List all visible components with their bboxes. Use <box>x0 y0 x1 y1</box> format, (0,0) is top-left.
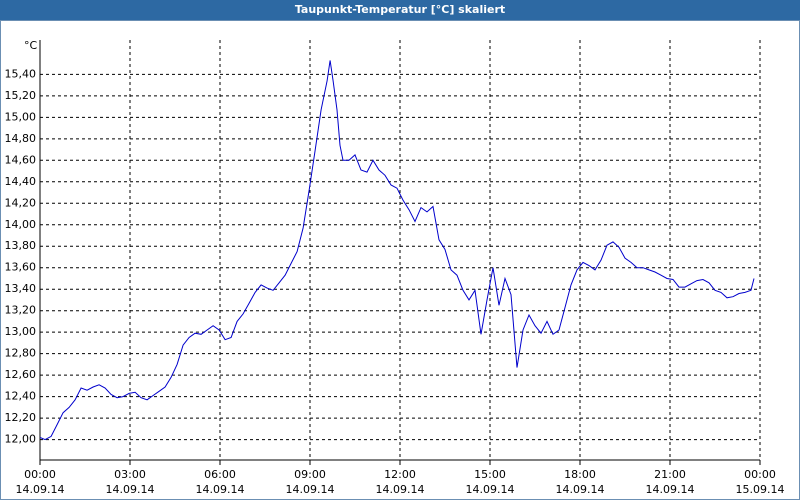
y-tick-label: 15,20 <box>5 89 37 102</box>
y-tick-label: 14,80 <box>5 132 37 145</box>
y-tick-label: 12,60 <box>5 368 37 381</box>
y-tick-label: 12,00 <box>5 433 37 446</box>
y-tick-label: 15,40 <box>5 67 37 80</box>
y-tick-label: 13,20 <box>5 304 37 317</box>
y-tick-label: 13,80 <box>5 239 37 252</box>
y-tick-label: 14,00 <box>5 218 37 231</box>
y-tick-label: 14,20 <box>5 196 37 209</box>
y-tick-label: 12,40 <box>5 390 37 403</box>
y-tick-label: 12,20 <box>5 411 37 424</box>
data-line <box>39 60 755 441</box>
x-tick-label: 03:00 14.09.14 <box>105 468 155 496</box>
title-bar: Taupunkt-Temperatur [°C] skaliert <box>0 0 800 20</box>
x-tick-label: 18:00 14.09.14 <box>555 468 605 496</box>
y-tick-label: 12,80 <box>5 347 37 360</box>
x-tick-label: 00:00 14.09.14 <box>15 468 65 496</box>
x-tick-label: 09:00 14.09.14 <box>285 468 335 496</box>
y-tick-label: 14,40 <box>5 175 37 188</box>
y-tick-label: 15,00 <box>5 110 37 123</box>
y-tick-label: 13,40 <box>5 282 37 295</box>
x-tick-label: 12:00 14.09.14 <box>375 468 425 496</box>
y-unit: °C <box>24 39 38 52</box>
x-tick-label: 06:00 14.09.14 <box>195 468 245 496</box>
x-tick-label: 00:00 15.09.14 <box>735 468 785 496</box>
y-tick-label: 13,60 <box>5 261 37 274</box>
y-tick-label: 13,00 <box>5 325 37 338</box>
y-tick-label: 14,60 <box>5 153 37 166</box>
x-tick-label: 21:00 14.09.14 <box>645 468 695 496</box>
x-tick-label: 15:00 14.09.14 <box>465 468 515 496</box>
